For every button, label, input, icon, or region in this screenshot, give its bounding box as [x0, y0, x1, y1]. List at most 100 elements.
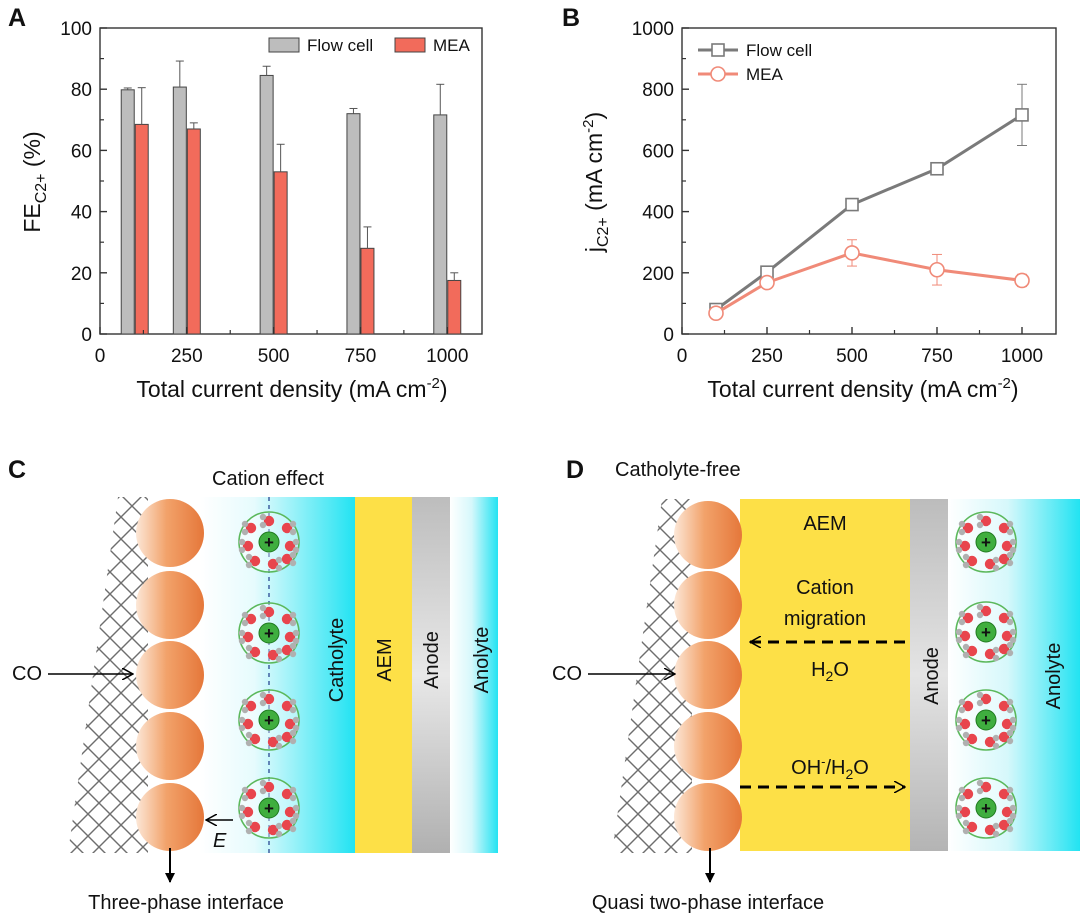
water-oxygen	[242, 631, 254, 643]
water-hydrogen	[1009, 546, 1017, 554]
cation-core	[975, 531, 997, 553]
catalyst-particles-c	[136, 499, 204, 851]
water-hydrogen	[962, 827, 970, 835]
panel-label-d: D	[566, 456, 584, 484]
catalyst-sphere	[136, 712, 204, 780]
panel-a-y-tick-label: 100	[60, 19, 92, 40]
cation-core	[975, 621, 997, 643]
water-oxygen	[281, 731, 293, 743]
water-hydrogen	[241, 619, 249, 627]
panel-a-x-tick-label: 250	[171, 346, 203, 367]
water-hydrogen	[238, 637, 246, 645]
water-hydrogen	[1006, 794, 1014, 802]
water-hydrogen	[259, 521, 267, 529]
water-oxygen	[984, 824, 996, 836]
water-hydrogen	[292, 637, 300, 645]
anode-c	[412, 497, 450, 853]
water-oxygen	[249, 821, 261, 833]
water-oxygen	[980, 693, 992, 705]
panel-a-plot-frame	[99, 27, 483, 335]
water-hydrogen	[245, 652, 253, 660]
water-hydrogen	[958, 794, 966, 802]
cation-charge-label: +	[981, 711, 991, 730]
water-hydrogen	[289, 729, 297, 737]
panel-a-y-tick-label: 0	[81, 325, 92, 346]
water-hydrogen	[289, 825, 297, 833]
hydrated-cation: +	[238, 777, 300, 839]
water-hydrogen	[992, 822, 1000, 830]
panel-a-y-tick-label: 20	[71, 264, 92, 285]
panel-a-y-tick-label: 80	[71, 80, 92, 101]
data-point-mea	[1014, 272, 1030, 289]
water-hydrogen	[292, 804, 300, 812]
catalyst-sphere	[136, 499, 204, 567]
water-hydrogen	[289, 642, 297, 650]
hydrated-cations-c: + + + +	[238, 511, 300, 839]
cation-core	[975, 709, 997, 731]
quasi-two-phase-interface-caption: Quasi two-phase interface	[592, 892, 824, 914]
water-hydrogen	[1006, 698, 1014, 706]
water-hydrogen	[976, 513, 984, 521]
water-hydrogen	[275, 655, 283, 663]
panel-b-y-tick-label: 400	[642, 203, 674, 224]
hydrated-cation: +	[238, 689, 300, 751]
water-hydrogen	[289, 817, 297, 825]
water-oxygen	[962, 522, 974, 534]
water-oxygen	[281, 819, 293, 831]
water-oxygen	[998, 731, 1010, 743]
water-hydrogen	[992, 564, 1000, 572]
water-hydrogen	[289, 559, 297, 567]
cation-core	[258, 531, 280, 553]
water-hydrogen	[992, 556, 1000, 564]
cation-charge-label: +	[981, 623, 991, 642]
water-oxygen	[267, 558, 279, 570]
water-oxygen	[281, 553, 293, 565]
panel-b-y-tick-label: 200	[642, 264, 674, 285]
water-hydrogen	[976, 699, 984, 707]
water-hydrogen	[259, 787, 267, 795]
water-hydrogen	[958, 520, 966, 528]
water-hydrogen	[275, 564, 283, 572]
catalyst-sphere	[674, 783, 742, 851]
co-feed-label-c: CO	[12, 663, 42, 685]
water-hydrogen	[1006, 551, 1014, 559]
water-oxygen	[959, 718, 971, 730]
water-oxygen	[281, 613, 293, 625]
water-oxygen	[962, 788, 974, 800]
panel-b-plot-frame	[681, 27, 1057, 335]
catalyst-sphere	[674, 571, 742, 639]
water-hydrogen	[289, 650, 297, 658]
water-hydrogen	[245, 827, 253, 835]
anolyte-label-c: Anolyte	[471, 627, 493, 694]
water-oxygen	[245, 613, 257, 625]
water-hydrogen	[962, 731, 970, 739]
water-hydrogen	[958, 618, 966, 626]
water-oxygen	[998, 643, 1010, 655]
panel-a-y-tick-label: 40	[71, 203, 92, 224]
water-oxygen	[284, 631, 296, 643]
catholyte-label: Catholyte	[326, 618, 348, 703]
water-hydrogen	[259, 513, 267, 521]
water-hydrogen	[292, 546, 300, 554]
water-hydrogen	[962, 739, 970, 747]
water-oxygen	[998, 700, 1010, 712]
bar-flow-cell	[120, 89, 135, 335]
hydrated-cation: +	[955, 689, 1017, 751]
bar-flow-cell	[172, 86, 187, 335]
panel-b-x-tick-label: 500	[836, 346, 868, 367]
water-hydrogen	[245, 731, 253, 739]
panel-b-x-axis-title: Total current density (mA cm-2)	[707, 375, 1018, 402]
data-point-flow-cell	[1015, 108, 1029, 122]
water-oxygen	[959, 630, 971, 642]
water-hydrogen	[976, 611, 984, 619]
legend-label-flow-cell: Flow cell	[307, 36, 373, 55]
water-hydrogen	[1006, 706, 1014, 714]
cation-core	[258, 709, 280, 731]
bar-mea	[360, 247, 375, 335]
aem-label-c: AEM	[374, 638, 396, 681]
water-label: H2O	[811, 659, 849, 684]
panel-b-x-tick-label: 0	[677, 346, 688, 367]
aem-membrane-d	[740, 499, 910, 851]
water-hydrogen	[238, 804, 246, 812]
